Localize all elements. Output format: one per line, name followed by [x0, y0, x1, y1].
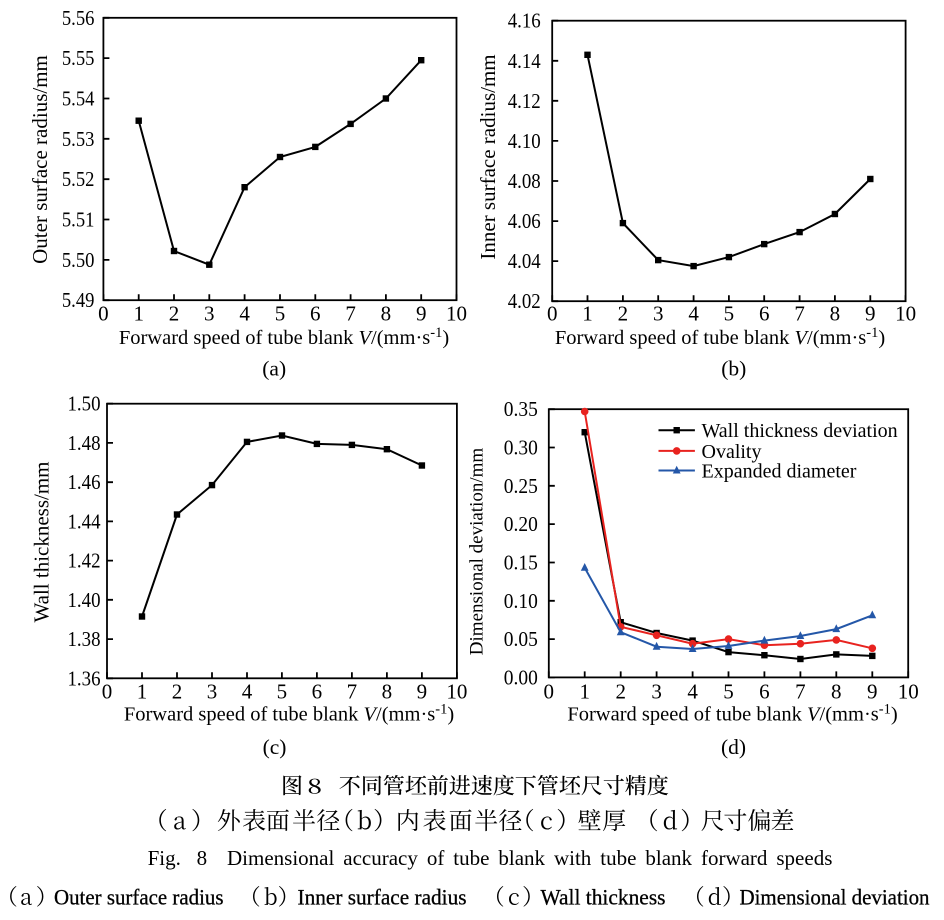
- svg-text:4: 4: [239, 301, 250, 325]
- svg-text:3: 3: [651, 680, 662, 704]
- svg-text:10: 10: [446, 680, 467, 704]
- svg-text:Wall thickness deviation: Wall thickness deviation: [702, 420, 898, 442]
- svg-text:8: 8: [381, 301, 392, 325]
- svg-text:5.49: 5.49: [62, 288, 95, 312]
- svg-text:5: 5: [723, 680, 734, 704]
- svg-text:5.50: 5.50: [62, 248, 95, 272]
- svg-text:6: 6: [310, 301, 321, 325]
- svg-text:Wall thickness/mm: Wall thickness/mm: [30, 461, 54, 622]
- svg-text:Ovality: Ovality: [702, 441, 762, 463]
- svg-text:4.02: 4.02: [508, 289, 541, 313]
- svg-text:2: 2: [172, 680, 183, 704]
- svg-text:5.55: 5.55: [62, 46, 95, 70]
- svg-text:(c): (c): [263, 735, 287, 759]
- svg-text:5.52: 5.52: [62, 167, 95, 191]
- svg-text:5: 5: [724, 301, 735, 325]
- svg-text:8: 8: [830, 301, 841, 325]
- svg-text:10: 10: [898, 680, 919, 704]
- svg-text:(b): (b): [721, 357, 746, 381]
- svg-text:0: 0: [547, 301, 558, 325]
- svg-text:0: 0: [544, 680, 555, 704]
- svg-text:0.00: 0.00: [504, 665, 538, 689]
- svg-text:5.56: 5.56: [62, 6, 95, 30]
- svg-text:3: 3: [204, 301, 215, 325]
- svg-text:1.50: 1.50: [68, 392, 101, 416]
- svg-text:4: 4: [687, 680, 698, 704]
- svg-text:10: 10: [895, 301, 916, 325]
- svg-text:4: 4: [242, 680, 253, 704]
- svg-text:1.42: 1.42: [68, 549, 101, 573]
- svg-text:5.51: 5.51: [62, 208, 95, 232]
- svg-text:Outer surface radius: Outer surface radius: [54, 885, 224, 910]
- svg-text:9: 9: [417, 680, 428, 704]
- svg-text:1.48: 1.48: [68, 431, 101, 455]
- svg-text:Forward speed of tube blank V/: Forward speed of tube blank V/(mm·s-1): [555, 325, 885, 349]
- svg-text:8: 8: [831, 680, 842, 704]
- svg-text:10: 10: [446, 301, 467, 325]
- svg-text:8: 8: [382, 680, 393, 704]
- svg-text:Inner surface radius/mm: Inner surface radius/mm: [476, 54, 500, 259]
- svg-text:6: 6: [759, 680, 770, 704]
- svg-text:Forward speed of tube blank V/: Forward speed of tube blank V/(mm·s-1): [119, 325, 449, 349]
- svg-text:1.38: 1.38: [68, 627, 101, 651]
- svg-text:4: 4: [688, 301, 699, 325]
- svg-text:0: 0: [102, 680, 113, 704]
- svg-text:2: 2: [615, 680, 626, 704]
- svg-text:(a): (a): [262, 357, 286, 381]
- svg-text:4.14: 4.14: [508, 49, 541, 73]
- svg-text:Fig. 8: Fig. 8: [148, 846, 208, 870]
- svg-text:3: 3: [653, 301, 664, 325]
- svg-text:4.12: 4.12: [508, 89, 541, 113]
- svg-text:Expanded diameter: Expanded diameter: [702, 460, 857, 482]
- svg-text:Inner surface radius: Inner surface radius: [298, 885, 467, 910]
- svg-text:9: 9: [865, 301, 876, 325]
- svg-text:0: 0: [98, 301, 109, 325]
- svg-text:6: 6: [312, 680, 323, 704]
- svg-text:3: 3: [207, 680, 218, 704]
- svg-text:6: 6: [759, 301, 770, 325]
- svg-text:2: 2: [618, 301, 629, 325]
- svg-text:1.44: 1.44: [68, 509, 101, 533]
- svg-text:0.15: 0.15: [504, 551, 538, 575]
- svg-text:0.30: 0.30: [504, 436, 538, 460]
- svg-text:Dimensional accuracy of tube b: Dimensional accuracy of tube blank with …: [227, 846, 832, 870]
- svg-text:9: 9: [867, 680, 878, 704]
- svg-text:5.53: 5.53: [62, 127, 95, 151]
- svg-text:7: 7: [795, 680, 806, 704]
- svg-text:Wall thickness: Wall thickness: [541, 885, 666, 910]
- svg-text:Outer surface radius/mm: Outer surface radius/mm: [28, 55, 52, 264]
- svg-text:Dimensional deviation: Dimensional deviation: [740, 885, 930, 910]
- svg-text:7: 7: [794, 301, 805, 325]
- svg-text:4.10: 4.10: [508, 129, 541, 153]
- svg-text:1: 1: [582, 301, 593, 325]
- svg-text:1.46: 1.46: [68, 470, 101, 494]
- svg-text:5: 5: [277, 680, 288, 704]
- svg-text:Forward speed of tube blank V/: Forward speed of tube blank V/(mm·s-1): [567, 702, 897, 726]
- svg-text:Dimensional deviation/mm: Dimensional deviation/mm: [467, 448, 488, 656]
- svg-text:7: 7: [345, 301, 356, 325]
- svg-text:4.08: 4.08: [508, 169, 541, 193]
- svg-text:4.06: 4.06: [508, 209, 541, 233]
- svg-text:Forward speed of tube blank V/: Forward speed of tube blank V/(mm·s-1): [124, 702, 454, 726]
- svg-text:4.04: 4.04: [508, 249, 541, 273]
- svg-text:1: 1: [137, 680, 148, 704]
- svg-text:1.36: 1.36: [68, 666, 101, 690]
- svg-text:5: 5: [275, 301, 286, 325]
- svg-text:0.35: 0.35: [504, 397, 538, 421]
- svg-text:2: 2: [169, 301, 180, 325]
- svg-text:1.40: 1.40: [68, 588, 101, 612]
- svg-text:7: 7: [347, 680, 358, 704]
- svg-text:5.54: 5.54: [62, 87, 95, 111]
- svg-text:1: 1: [133, 301, 144, 325]
- svg-text:4.16: 4.16: [508, 9, 541, 33]
- svg-text:(d): (d): [721, 735, 746, 759]
- svg-text:1: 1: [579, 680, 590, 704]
- svg-text:0.10: 0.10: [504, 589, 538, 613]
- svg-text:0.25: 0.25: [504, 474, 538, 498]
- svg-text:0.20: 0.20: [504, 512, 538, 536]
- svg-text:0.05: 0.05: [504, 627, 538, 651]
- svg-text:9: 9: [416, 301, 427, 325]
